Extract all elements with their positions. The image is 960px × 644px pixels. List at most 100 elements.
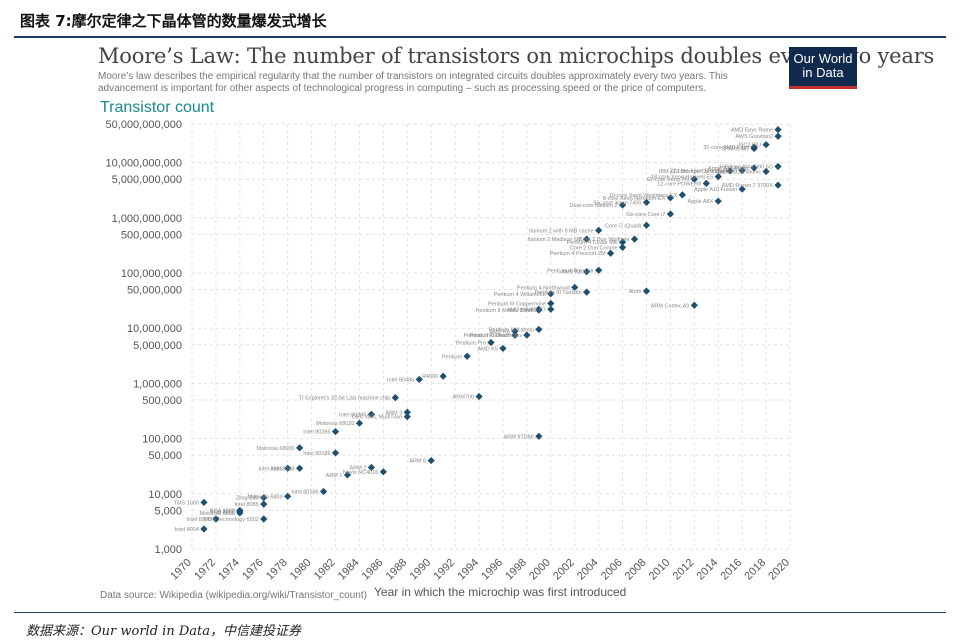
x-tick-label: 1972	[192, 557, 218, 583]
point-label: Intel 4004	[175, 527, 199, 533]
data-point	[284, 492, 292, 500]
data-point	[487, 338, 495, 347]
x-tick-label: 2010	[647, 557, 673, 583]
data-point	[535, 432, 543, 440]
y-tick-label: 5,000,000,000	[112, 174, 182, 186]
point-label: AWS Graviton2	[735, 134, 773, 140]
data-point	[212, 515, 220, 523]
point-label: Intel 8080	[211, 509, 235, 515]
point-label: Motorola 68000	[256, 446, 294, 452]
y-axis-ticks: 1,000 5,000 10,000 50,000 100,000 500,000 1,00…	[106, 119, 182, 556]
data-point	[774, 162, 782, 171]
y-tick-label: 50,000	[148, 450, 182, 462]
point-label: Apple A12X Bionic	[716, 169, 762, 175]
x-tick-label: 2012	[671, 557, 697, 583]
y-axis-title: Transistor count	[100, 99, 215, 116]
point-label: Pentium II Deschutes	[470, 333, 523, 339]
figure-caption: 图表 7:摩尔定律之下晶体管的数量爆发式增长	[20, 12, 327, 30]
x-tick-label: 1986	[360, 557, 386, 583]
point-label: Intel 8085	[235, 502, 259, 508]
data-point	[642, 198, 651, 206]
point-label: Zilog Z80	[236, 496, 259, 502]
x-tick-label: 1992	[431, 557, 457, 583]
point-label: ARM 3	[385, 410, 402, 416]
point-label: TMS 1000	[174, 500, 199, 506]
x-tick-label: 2020	[766, 557, 792, 583]
data-point	[200, 525, 208, 533]
x-axis-ticks: 1970197219741976197819801982198419861988…	[168, 557, 792, 583]
data-point	[618, 201, 627, 209]
point-label: Core i7 (Quad)	[605, 223, 642, 229]
data-point	[535, 306, 543, 314]
data-point	[630, 235, 639, 243]
y-tick-label: 1,000,000	[133, 378, 182, 390]
data-point	[439, 372, 447, 380]
point-label: Pentium 4 Prescott-2M	[550, 251, 606, 257]
data-point	[618, 238, 627, 246]
point-label: 22-core Xeon Broadwell-E5	[670, 168, 737, 174]
data-point	[583, 288, 591, 296]
y-tick-label: 1,000,000,000	[112, 213, 182, 225]
y-tick-label: 1,000	[154, 544, 182, 556]
y-tick-label: 50,000,000,000	[106, 119, 182, 131]
data-point	[666, 194, 674, 202]
x-tick-label: 1980	[288, 557, 314, 583]
x-tick-label: 2006	[599, 557, 625, 583]
data-point	[774, 126, 782, 134]
data-point	[427, 456, 435, 465]
point-label: AMD Ryzen 7 3700X	[722, 183, 774, 189]
x-tick-label: 2004	[575, 557, 601, 583]
data-point	[618, 243, 627, 251]
point-label: Core 2 Duo Wolfdale	[579, 237, 630, 243]
point-label: 62-core Xeon Phi	[647, 177, 690, 183]
y-tick-label: 100,000	[142, 434, 182, 446]
x-tick-label: 2002	[551, 557, 577, 583]
data-point	[690, 301, 698, 309]
data-point	[331, 427, 340, 436]
data-point	[714, 197, 722, 205]
x-tick-label: 1994	[455, 557, 481, 583]
point-label: Apple A10 Fusion	[694, 187, 737, 193]
data-point	[595, 226, 603, 234]
point-label: AMD K7	[525, 307, 545, 313]
point-label: Intel 80186	[303, 451, 330, 457]
bottom-rule	[14, 612, 946, 613]
data-point	[236, 506, 244, 515]
point-label: Pentium Pro	[456, 341, 486, 347]
data-points	[200, 126, 782, 533]
data-point	[690, 175, 698, 183]
data-point	[595, 266, 603, 274]
data-point	[355, 419, 364, 427]
data-point	[463, 352, 471, 360]
x-tick-label: 2018	[742, 557, 768, 583]
data-point	[367, 410, 375, 418]
point-label: DEC WRL MultiTitan	[352, 415, 402, 421]
point-label: AMD K6-III	[507, 307, 534, 313]
data-point	[331, 449, 340, 457]
point-label: Novix NC4016	[343, 470, 378, 476]
point-label: Intel 80286	[303, 430, 330, 436]
x-tick-label: 1984	[336, 557, 362, 583]
point-label: Pentium 4 Northwood	[517, 285, 570, 291]
x-tick-label: 2014	[695, 557, 721, 583]
point-label: Intel 80486	[387, 377, 414, 383]
y-tick-label: 10,000	[148, 489, 182, 501]
data-point	[296, 464, 304, 472]
point-label: Intel 80386	[339, 412, 366, 418]
point-label: Core 2 Duo Conroe	[570, 245, 618, 251]
point-label: 10-core Xeon Westmere-EX	[609, 193, 678, 199]
point-label: Intel 80186	[291, 490, 318, 496]
data-point	[666, 210, 674, 218]
data-point	[762, 167, 770, 176]
chart-subtitle: Moore's law describes the empirical regu…	[98, 71, 728, 94]
x-tick-label: 2016	[718, 557, 744, 583]
data-point	[774, 132, 782, 140]
x-tick-label: 1998	[503, 557, 529, 583]
y-tick-label: 10,000,000,000	[106, 158, 182, 170]
data-point	[750, 164, 758, 172]
point-label: AMD Epyc Rome	[731, 128, 773, 134]
data-point	[403, 413, 411, 421]
point-label: Motorola 6800	[200, 511, 235, 517]
